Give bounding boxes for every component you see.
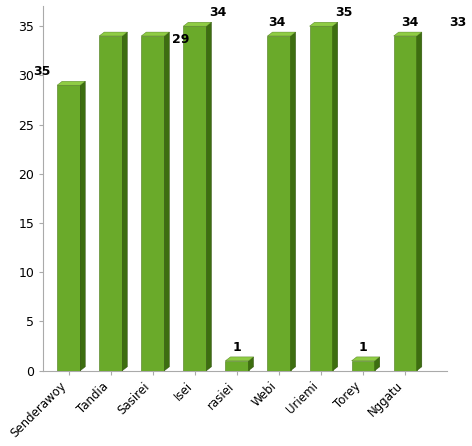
Polygon shape xyxy=(183,22,211,26)
Polygon shape xyxy=(352,357,380,361)
Polygon shape xyxy=(164,32,169,371)
Polygon shape xyxy=(225,357,253,361)
Polygon shape xyxy=(80,81,85,371)
Polygon shape xyxy=(99,36,122,371)
Polygon shape xyxy=(183,26,206,371)
Polygon shape xyxy=(417,32,422,371)
Text: 34: 34 xyxy=(401,16,418,29)
Polygon shape xyxy=(122,32,127,371)
Polygon shape xyxy=(268,36,291,371)
Polygon shape xyxy=(352,361,375,371)
Polygon shape xyxy=(268,32,295,36)
Text: 33: 33 xyxy=(449,16,467,29)
Polygon shape xyxy=(248,357,253,371)
Text: 34: 34 xyxy=(209,6,227,19)
Polygon shape xyxy=(375,357,380,371)
Polygon shape xyxy=(333,22,337,371)
Polygon shape xyxy=(310,22,337,26)
Text: 1: 1 xyxy=(359,341,368,354)
Polygon shape xyxy=(57,85,80,371)
Text: 35: 35 xyxy=(335,6,353,19)
Polygon shape xyxy=(291,32,295,371)
Polygon shape xyxy=(394,36,417,371)
Polygon shape xyxy=(57,81,85,85)
Polygon shape xyxy=(310,26,333,371)
Polygon shape xyxy=(99,32,127,36)
Polygon shape xyxy=(394,32,422,36)
Polygon shape xyxy=(206,22,211,371)
Text: 1: 1 xyxy=(233,341,241,354)
Text: 35: 35 xyxy=(34,66,51,78)
Polygon shape xyxy=(141,36,164,371)
Polygon shape xyxy=(141,32,169,36)
Text: 29: 29 xyxy=(171,33,189,46)
Polygon shape xyxy=(225,361,248,371)
Text: 34: 34 xyxy=(268,16,286,29)
